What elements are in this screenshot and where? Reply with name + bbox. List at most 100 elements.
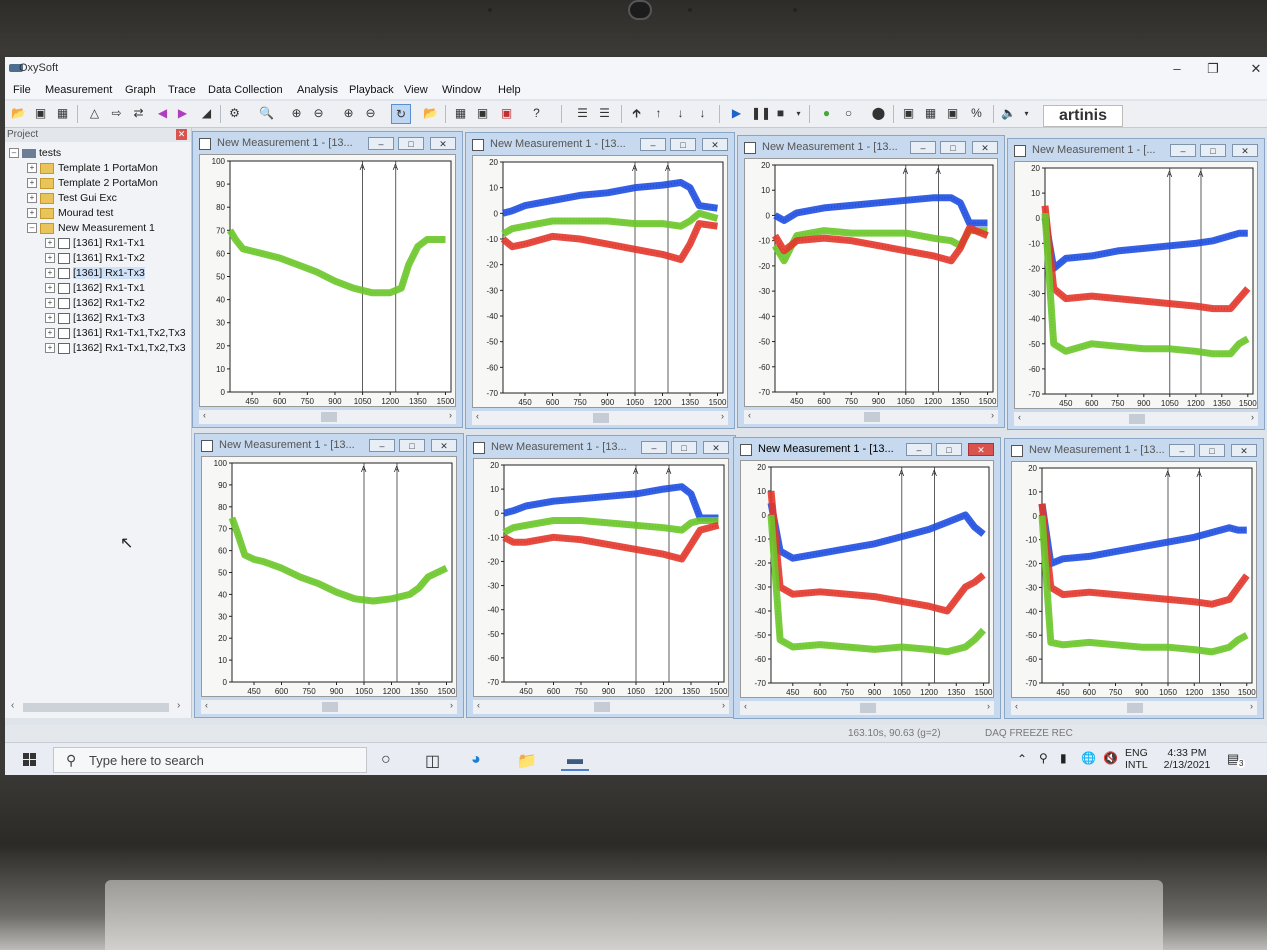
- scroll-left-icon[interactable]: ‹: [1018, 412, 1021, 422]
- speaker-icon[interactable]: 🔈: [1001, 106, 1016, 120]
- graph-window[interactable]: New Measurement 1 - [13... – □ ✕ -70 -60 -50 -4…: [733, 437, 1001, 719]
- graph-window-titlebar[interactable]: New Measurement 1 - [13... – □ ✕: [740, 442, 994, 458]
- layout-window-icon[interactable]: ▣: [476, 106, 489, 120]
- window-minimize-icon[interactable]: –: [368, 137, 394, 150]
- tree-folder[interactable]: + Mourad test: [27, 206, 113, 221]
- language-indicator[interactable]: ENG INTL: [1125, 747, 1148, 771]
- cortana-icon[interactable]: ○: [381, 751, 391, 768]
- scroll-right-icon[interactable]: ›: [722, 700, 725, 710]
- chart-plot[interactable]: -70 -60 -50 -40 -30 -20 -10 0 10 20 450 600 750 900 10…: [473, 458, 729, 697]
- window-close-icon[interactable]: ✕: [968, 443, 994, 456]
- chart-plot[interactable]: -70 -60 -50 -40 -30 -20 -10 0 10 20 450 600 750 900 10…: [744, 158, 998, 407]
- help-icon[interactable]: ?: [533, 106, 540, 120]
- expand-icon[interactable]: +: [27, 163, 37, 174]
- menu-analysis[interactable]: Analysis: [297, 84, 338, 96]
- tree-folder[interactable]: + Template 1 PortaMon: [27, 161, 158, 176]
- menu-window[interactable]: Window: [442, 84, 482, 96]
- graph-scrollbar[interactable]: ‹ ›: [201, 700, 457, 714]
- export-icon[interactable]: 📂: [423, 106, 438, 120]
- window-close-icon[interactable]: ✕: [1231, 444, 1257, 457]
- detail-view-icon[interactable]: ☰: [599, 106, 610, 120]
- menu-help[interactable]: Help: [498, 84, 521, 96]
- device-connect-icon[interactable]: ●: [822, 106, 831, 120]
- window-maximize-icon[interactable]: □: [1200, 144, 1226, 157]
- save-icon[interactable]: ▣: [34, 106, 47, 120]
- zoom-icon[interactable]: 🔍: [259, 106, 274, 120]
- battery-icon[interactable]: ▮: [1060, 751, 1067, 765]
- scroll-right-icon[interactable]: ›: [1251, 412, 1254, 422]
- window-minimize-icon[interactable]: –: [906, 443, 932, 456]
- menu-measurement[interactable]: Measurement: [45, 84, 113, 96]
- expand-icon[interactable]: +: [27, 178, 37, 189]
- expand-icon[interactable]: +: [27, 208, 37, 219]
- window-maximize-icon[interactable]: □: [670, 138, 696, 151]
- camera-icon[interactable]: ▣: [902, 106, 915, 120]
- tree-folder[interactable]: + Test Gui Exc: [27, 191, 117, 206]
- scroll-left-icon[interactable]: ‹: [203, 410, 206, 420]
- tree-channel[interactable]: + [1361] Rx1-Tx2: [45, 251, 145, 266]
- zoom-in-y-icon[interactable]: ⊕: [343, 106, 354, 120]
- zoom-out-icon[interactable]: ⊖: [313, 106, 324, 120]
- window-maximize-icon[interactable]: □: [671, 441, 697, 454]
- scroll-left-icon[interactable]: ‹: [748, 410, 751, 420]
- tree-channel[interactable]: + [1362] Rx1-Tx1: [45, 281, 145, 296]
- menu-view[interactable]: View: [404, 84, 428, 96]
- scroll-thumb[interactable]: [594, 702, 610, 712]
- graph-window[interactable]: New Measurement 1 - [... – □ ✕ -70 -60 -50 -40-…: [1007, 138, 1265, 430]
- graph-window-titlebar[interactable]: New Measurement 1 - [13... – □ ✕: [199, 136, 456, 152]
- scroll-left-icon[interactable]: ‹: [476, 411, 479, 421]
- graph-window[interactable]: New Measurement 1 - [13... – □ ✕ -70 -60 -50 -4…: [1004, 438, 1264, 719]
- device-disconnect-icon[interactable]: ○: [844, 106, 853, 120]
- expand-icon[interactable]: +: [27, 193, 37, 204]
- trace-right-icon[interactable]: ▶: [177, 106, 188, 120]
- window-maximize-icon[interactable]: □: [399, 439, 425, 452]
- expand-icon[interactable]: +: [45, 283, 55, 294]
- chart-plot[interactable]: -70 -60 -50 -40 -30 -20 -10 0 10 20 450 600 750 900 10…: [472, 155, 728, 408]
- graph-window-titlebar[interactable]: New Measurement 1 - [13... – □ ✕: [201, 438, 457, 454]
- tree-folder[interactable]: – New Measurement 1: [27, 221, 155, 236]
- auto-scale-icon[interactable]: ↻: [391, 104, 411, 124]
- arrow-down-small-icon[interactable]: ↓: [677, 106, 684, 120]
- window-close-icon[interactable]: ✕: [430, 137, 456, 150]
- window-minimize-icon[interactable]: –: [910, 141, 936, 154]
- close-icon[interactable]: ✕: [1250, 61, 1262, 76]
- graph-scrollbar[interactable]: ‹ ›: [472, 411, 728, 425]
- file-explorer-icon[interactable]: 📁: [517, 753, 537, 770]
- graph-window[interactable]: New Measurement 1 - [13... – □ ✕ 0 10 20 30 40 50…: [194, 433, 464, 718]
- trace-move-icon[interactable]: ⇄: [133, 106, 144, 120]
- graph-window[interactable]: New Measurement 1 - [13... – □ ✕ -70 -60 -50 -4…: [737, 135, 1005, 428]
- scroll-right-icon[interactable]: ›: [721, 411, 724, 421]
- network-device-icon[interactable]: ⚲: [1039, 751, 1048, 765]
- globe-icon[interactable]: 🌐: [1081, 751, 1096, 765]
- chevron-up-icon[interactable]: ⌃: [1017, 752, 1028, 766]
- graph-window-titlebar[interactable]: New Measurement 1 - [13... – □ ✕: [744, 140, 998, 156]
- window-icon[interactable]: ▣: [946, 106, 959, 120]
- scroll-right-icon[interactable]: ›: [450, 700, 453, 710]
- notifications-icon[interactable]: ▤: [1227, 751, 1240, 766]
- expand-icon[interactable]: +: [45, 343, 55, 354]
- window-close-icon[interactable]: ✕: [1232, 144, 1258, 157]
- scroll-thumb[interactable]: [860, 703, 876, 713]
- scroll-left-icon[interactable]: ‹: [477, 700, 480, 710]
- task-view-icon[interactable]: ◫: [425, 753, 441, 770]
- graph-scrollbar[interactable]: ‹ ›: [1014, 412, 1258, 426]
- scroll-thumb[interactable]: [23, 703, 169, 712]
- scroll-left-icon[interactable]: ‹: [11, 700, 15, 711]
- tree-channel[interactable]: + [1362] Rx1-Tx1,Tx2,Tx3: [45, 341, 191, 356]
- layout-grid-icon[interactable]: ▦: [454, 106, 467, 120]
- window-maximize-icon[interactable]: □: [940, 141, 966, 154]
- pause-icon[interactable]: ❚❚: [751, 106, 772, 120]
- zoom-in-icon[interactable]: ⊕: [291, 106, 302, 120]
- scroll-right-icon[interactable]: ›: [991, 410, 994, 420]
- window-close-icon[interactable]: ✕: [972, 141, 998, 154]
- oxysoft-taskbar-icon[interactable]: ▬: [561, 751, 589, 771]
- percent-icon[interactable]: %: [971, 106, 982, 120]
- window-minimize-icon[interactable]: –: [369, 439, 395, 452]
- taskbar-search[interactable]: ⚲ Type here to search: [53, 747, 367, 773]
- stop-dropdown-icon[interactable]: ▾: [796, 109, 801, 118]
- collapse-icon[interactable]: –: [27, 223, 37, 234]
- window-minimize-icon[interactable]: –: [1170, 144, 1196, 157]
- scroll-right-icon[interactable]: ›: [177, 700, 181, 711]
- record-settings-icon[interactable]: ▣: [500, 106, 513, 120]
- graph-scrollbar[interactable]: ‹ ›: [473, 700, 729, 714]
